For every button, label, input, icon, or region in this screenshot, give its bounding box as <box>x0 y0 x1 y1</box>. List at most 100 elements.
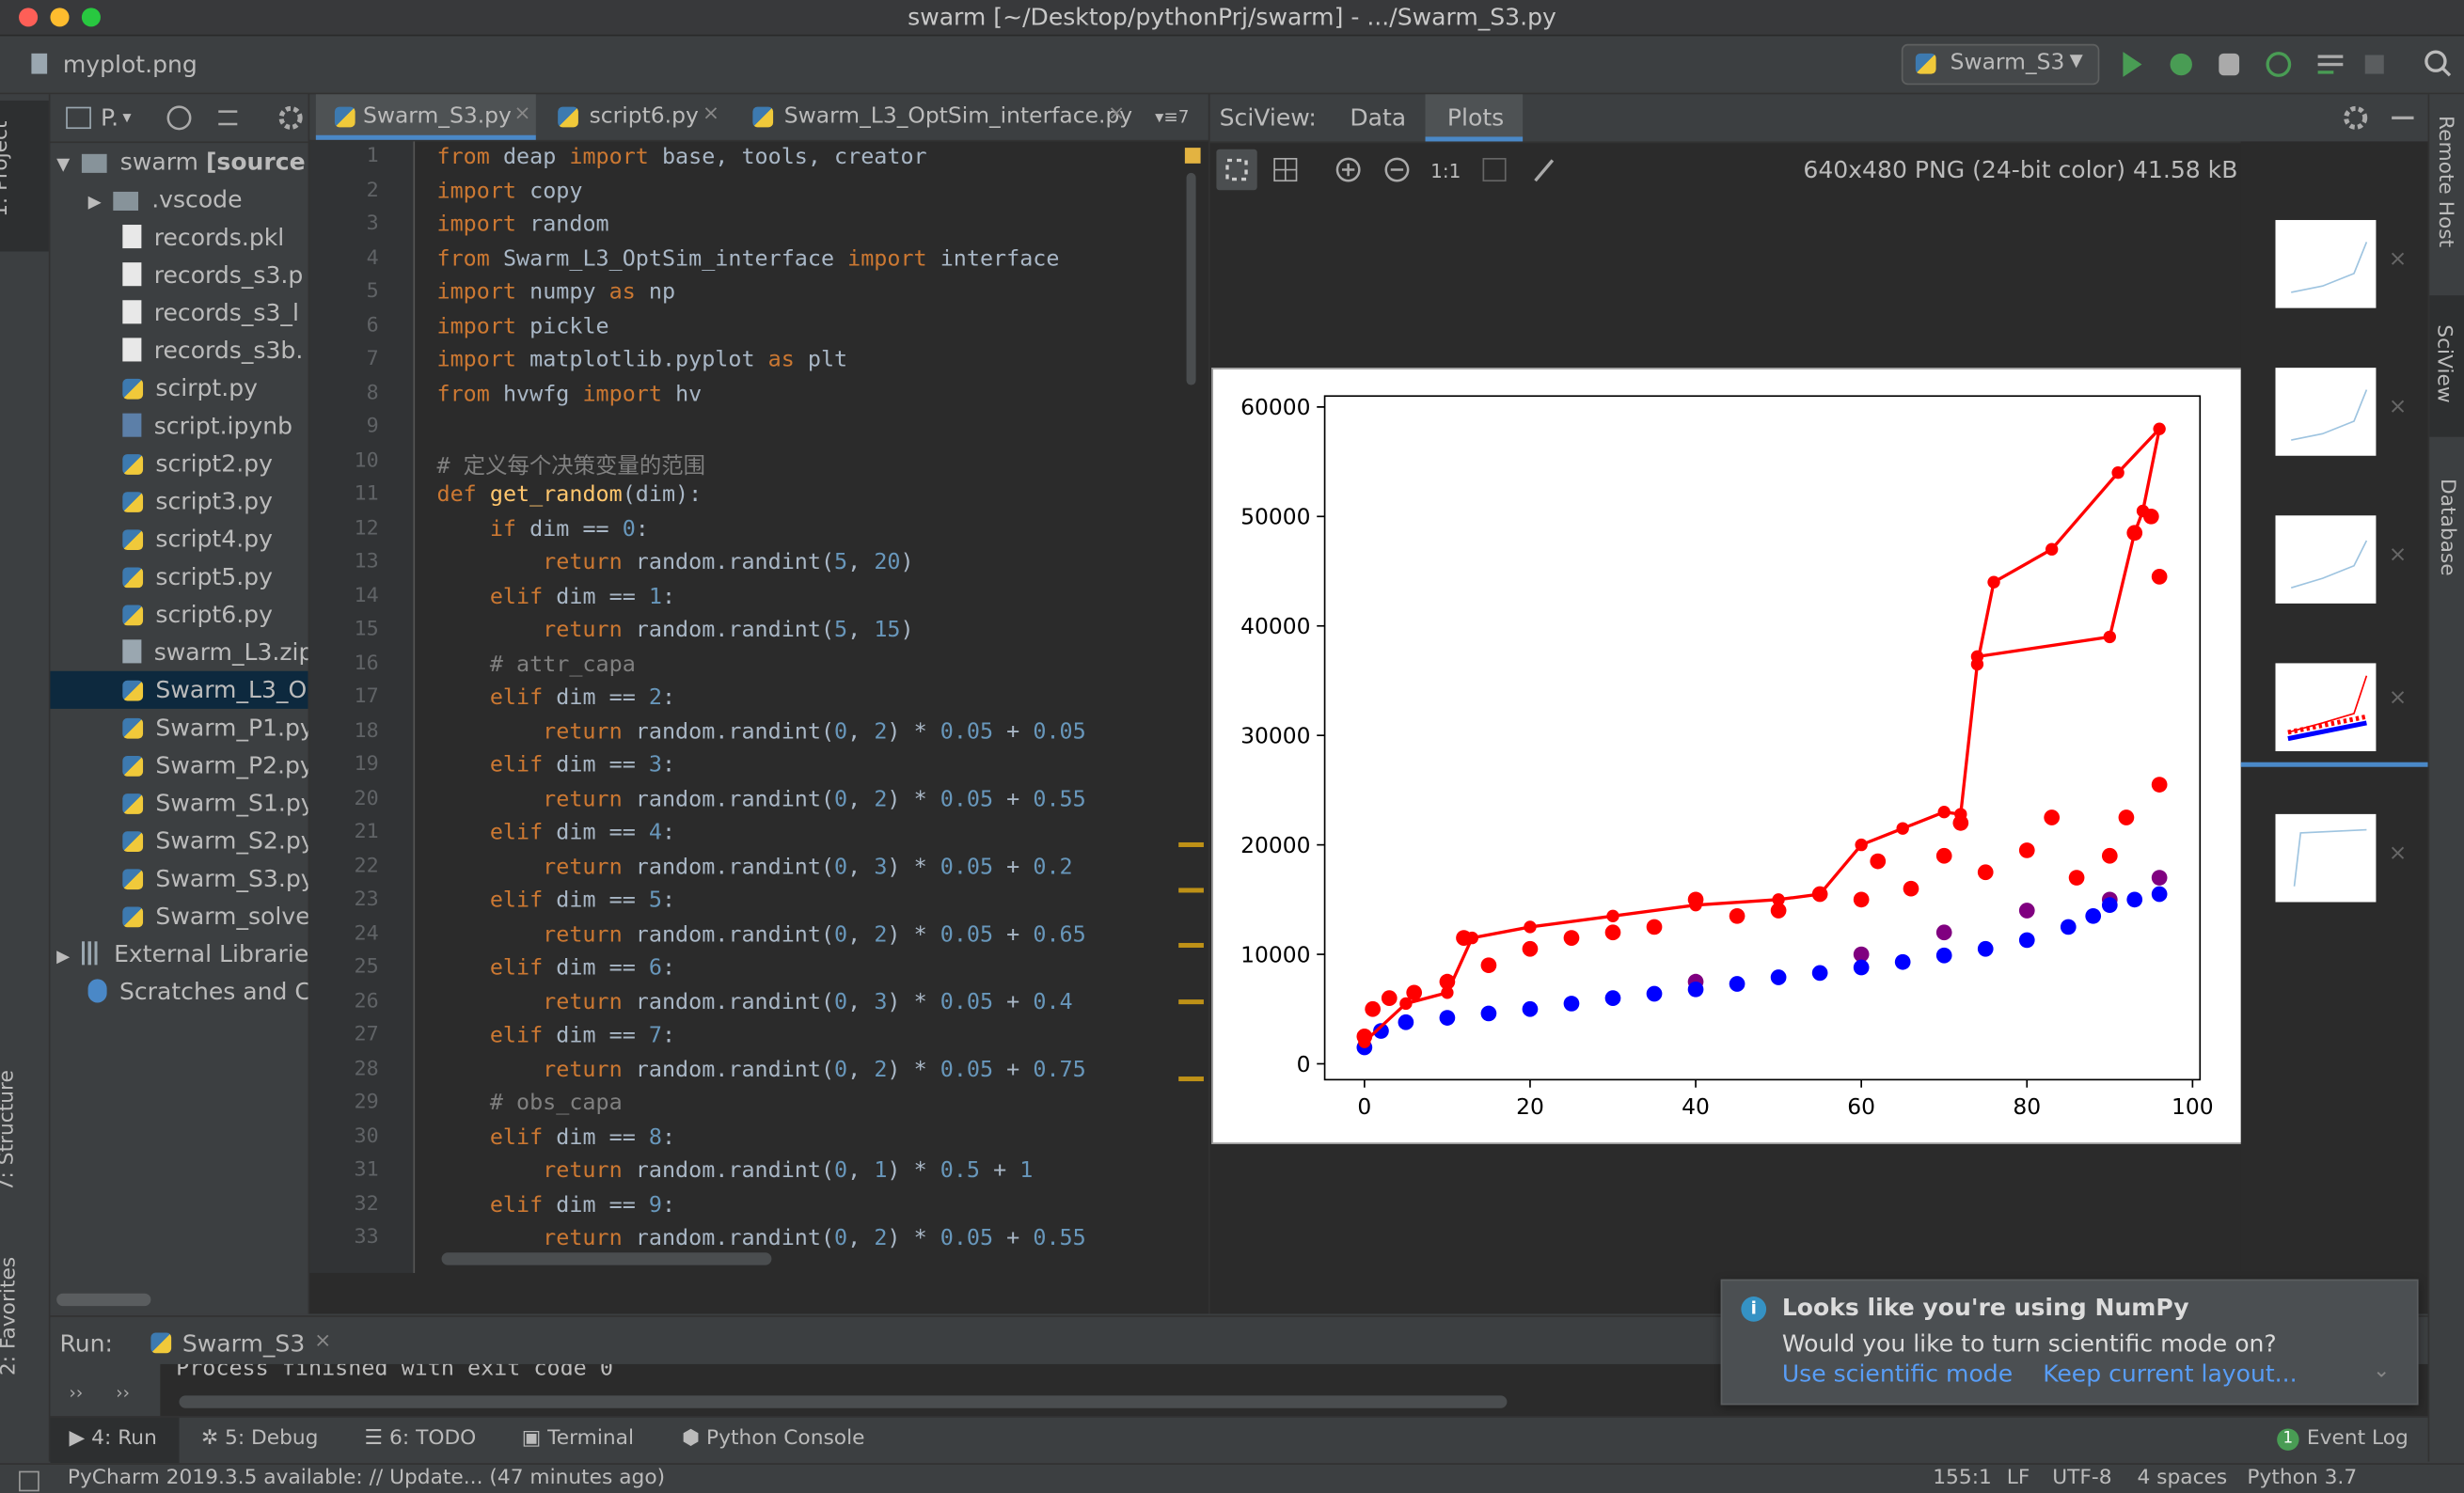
tree-item[interactable]: swarm_L3.zip <box>122 638 313 667</box>
thumbnail[interactable] <box>2275 368 2377 456</box>
tree-item[interactable]: scirpt.py <box>122 374 258 402</box>
tree-root[interactable]: ▼ swarm [source <box>56 148 306 177</box>
scrollbar[interactable] <box>56 1293 151 1307</box>
data-point <box>1853 946 1870 963</box>
zoom-out-button[interactable] <box>1384 157 1410 182</box>
vertical-scrollbar[interactable] <box>1186 172 1196 385</box>
data-point <box>2018 903 2035 919</box>
code-token: 7 <box>648 1023 662 1048</box>
thumbnail-selected[interactable]: × <box>2240 644 2430 767</box>
run-tab[interactable]: Swarm_S3 × <box>141 1325 342 1362</box>
tree-item[interactable]: ▶ External Librarie <box>56 939 309 968</box>
tree-item[interactable]: records_s3b. <box>122 337 303 365</box>
console-scrollbar[interactable] <box>179 1395 1508 1408</box>
run-button[interactable] <box>2123 52 2142 77</box>
breadcrumb[interactable]: myplot.png <box>62 50 197 79</box>
zoom-button[interactable] <box>81 8 101 27</box>
thumbnail[interactable] <box>2275 813 2377 903</box>
status-item[interactable]: UTF-8 <box>2052 1466 2112 1490</box>
tree-item[interactable]: Swarm_S3.py <box>122 864 315 892</box>
tree-item[interactable]: script5.py <box>122 562 273 591</box>
tree-item[interactable]: script3.py <box>122 487 273 515</box>
profile-button[interactable] <box>2266 52 2292 77</box>
tree-item[interactable]: script2.py <box>122 449 273 478</box>
thumbnail[interactable] <box>2275 220 2377 308</box>
concurrency-button[interactable] <box>2317 55 2344 58</box>
tree-item[interactable]: Swarm_P2.py <box>122 751 314 779</box>
run-config[interactable]: Swarm_S3 ▼ <box>1901 43 2100 86</box>
editor-tab[interactable]: script6.py × <box>545 94 721 139</box>
tool-tab[interactable]: Database <box>2435 478 2459 576</box>
tree-item[interactable]: Swarm_S1.py <box>122 789 315 817</box>
horizontal-scrollbar[interactable] <box>441 1252 772 1265</box>
stop-button[interactable] <box>2364 55 2384 74</box>
status-item[interactable]: LF <box>2006 1466 2030 1490</box>
tool-tab[interactable]: 2: Favorites <box>0 1256 22 1376</box>
tree-item[interactable]: records_s3.p <box>122 260 303 290</box>
tree-label: Scratches and C <box>118 977 311 1006</box>
code-token: random.randint( <box>622 718 835 745</box>
code-token: : <box>661 955 676 982</box>
tree-item[interactable]: records_s3_l <box>122 299 299 327</box>
hidden-tabs[interactable]: ▾≡7 <box>1155 106 1190 128</box>
code-area[interactable]: 1 from deap import base, tools, creator 2 i… <box>309 145 1177 1264</box>
notification-action[interactable]: Keep current layout... <box>2043 1359 2298 1389</box>
zoom-in-button[interactable] <box>1335 157 1361 182</box>
tree-item[interactable]: script.ipynb <box>122 412 292 440</box>
coverage-button[interactable] <box>2219 53 2240 76</box>
tool-tab[interactable]: Remote Host <box>2433 115 2457 248</box>
sciview-tab[interactable]: Data <box>1350 103 1407 133</box>
sciview-tab-active[interactable]: Plots <box>1425 94 1524 142</box>
tree-item[interactable]: records.pkl <box>122 223 284 251</box>
tree-item[interactable]: Swarm_solve <box>122 902 310 931</box>
tool-window-button[interactable]: Terminal <box>547 1426 635 1451</box>
fit-button[interactable] <box>1216 149 1257 191</box>
status-item[interactable]: 4 spaces <box>2137 1466 2228 1490</box>
tool-window-button[interactable]: 5: Debug <box>224 1426 319 1451</box>
status-message[interactable]: PyCharm 2019.3.5 available: // Update...… <box>67 1466 666 1490</box>
inspection-indicator[interactable] <box>1184 148 1201 164</box>
project-toolbar <box>166 105 303 131</box>
editor-tab-active[interactable]: Swarm_S3.py × <box>315 94 536 140</box>
code-token: random <box>516 212 609 238</box>
editor-tab[interactable]: Swarm_L3_OptSim_interface.py × <box>740 94 1133 139</box>
close-button[interactable] <box>19 8 39 27</box>
tree-item[interactable]: Scratches and C <box>87 977 311 1006</box>
locate-button[interactable] <box>166 105 192 131</box>
data-point <box>1646 919 1663 935</box>
actual-size-button[interactable]: 1:1 <box>1430 160 1461 182</box>
debug-button[interactable] <box>2170 53 2192 76</box>
tree-label-suffix: [source <box>205 148 306 177</box>
data-point <box>2151 870 2168 886</box>
thumbnail[interactable] <box>2275 515 2377 604</box>
status-item[interactable]: 155:1 <box>1933 1466 1992 1490</box>
tree-item[interactable]: ▶ .vscode <box>87 185 243 214</box>
search-button[interactable] <box>2425 50 2447 72</box>
tree-item-selected[interactable]: Swarm_L3_O <box>122 676 307 704</box>
tool-window-button[interactable]: Event Log <box>2306 1426 2409 1451</box>
settings-button[interactable] <box>278 105 303 130</box>
status-item[interactable]: Python 3.7 <box>2247 1466 2358 1490</box>
minimize-button[interactable] <box>50 8 70 27</box>
line-number: 33 <box>354 1225 379 1249</box>
code-token: 0 <box>834 921 848 948</box>
tree-item[interactable]: script4.py <box>122 525 273 553</box>
code-line: def get_random(dim): <box>437 482 703 508</box>
project-view-selector[interactable]: P. <box>100 103 119 133</box>
tree-item[interactable]: Swarm_P1.py <box>122 714 314 742</box>
tree-item[interactable]: script6.py <box>122 601 273 629</box>
tree-item[interactable]: Swarm_S2.py <box>122 826 315 855</box>
color-picker-button[interactable] <box>1534 159 1555 182</box>
tool-window-button[interactable]: 6: TODO <box>389 1426 477 1451</box>
line-number: 6 <box>366 313 379 338</box>
tool-window-button[interactable]: Python Console <box>706 1426 865 1451</box>
tool-tab[interactable]: 1: Project <box>0 120 13 217</box>
background-button[interactable] <box>1482 157 1507 182</box>
tool-tab[interactable]: SciView <box>2431 324 2456 403</box>
settings-button[interactable] <box>2344 105 2368 130</box>
notification-action[interactable]: Use scientific mode <box>1781 1359 2014 1389</box>
tool-window-button[interactable]: 4: Run <box>91 1426 157 1451</box>
tool-tab[interactable]: 7: Structure <box>0 1070 20 1192</box>
x-tick-label: 20 <box>1516 1093 1544 1120</box>
